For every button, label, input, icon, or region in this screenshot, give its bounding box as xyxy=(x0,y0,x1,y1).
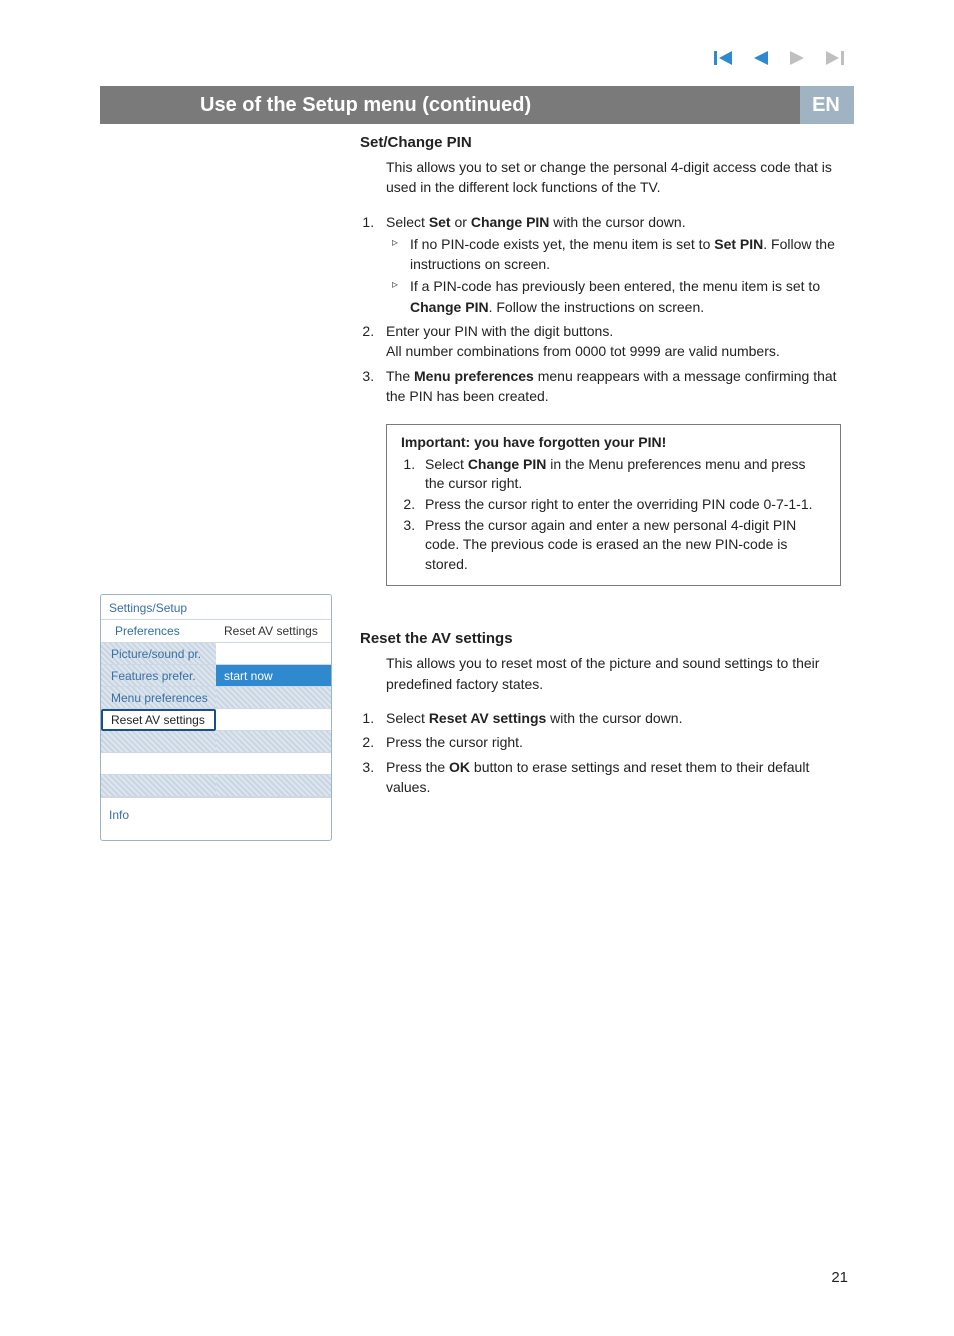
osd-menu: Settings/Setup Preferences Reset AV sett… xyxy=(100,594,332,841)
list-item: If no PIN-code exists yet, the menu item… xyxy=(392,234,850,275)
text: or xyxy=(451,214,471,230)
text-bold: Change PIN xyxy=(468,456,547,472)
osd-col-right-header: Reset AV settings xyxy=(216,620,331,643)
skip-start-icon[interactable] xyxy=(714,50,734,66)
section-intro-pin: This allows you to set or change the per… xyxy=(386,157,850,198)
list-item: Press the cursor right to enter the over… xyxy=(419,495,826,515)
text-bold: Menu preferences xyxy=(414,368,534,384)
osd-item-start-now[interactable]: start now xyxy=(216,665,331,687)
list-item: Select Set or Change PIN with the cursor… xyxy=(378,212,850,317)
text: If no PIN-code exists yet, the menu item… xyxy=(410,236,714,252)
next-icon[interactable] xyxy=(788,50,806,66)
osd-item-menu-preferences[interactable]: Menu preferences xyxy=(101,687,216,709)
list-item: If a PIN-code has previously been entere… xyxy=(392,276,850,317)
skip-end-icon[interactable] xyxy=(824,50,844,66)
text-bold: Change PIN xyxy=(471,214,550,230)
text: Press the xyxy=(386,759,449,775)
prev-icon[interactable] xyxy=(752,50,770,66)
text: The xyxy=(386,368,414,384)
osd-cell xyxy=(101,731,216,753)
list-item: Press the OK button to erase settings an… xyxy=(378,757,850,798)
osd-breadcrumb: Settings/Setup xyxy=(101,595,331,620)
osd-item-picture-sound[interactable]: Picture/sound pr. xyxy=(101,643,216,665)
list-item: Select Change PIN in the Menu preference… xyxy=(419,455,826,494)
text-bold: Reset AV settings xyxy=(429,710,546,726)
pin-steps-list: Select Set or Change PIN with the cursor… xyxy=(378,212,850,407)
list-item: Select Reset AV settings with the cursor… xyxy=(378,708,850,728)
osd-info-label: Info xyxy=(101,797,331,840)
text: If a PIN-code has previously been entere… xyxy=(410,278,820,294)
list-item: Enter your PIN with the digit buttons. A… xyxy=(378,321,850,362)
text-bold: OK xyxy=(449,759,470,775)
osd-cell xyxy=(216,709,331,731)
page-number: 21 xyxy=(831,1269,848,1286)
osd-cell xyxy=(101,775,216,797)
section-intro-reset: This allows you to reset most of the pic… xyxy=(386,653,850,694)
reset-steps-list: Select Reset AV settings with the cursor… xyxy=(378,708,850,797)
text: Select xyxy=(386,214,429,230)
list-item: Press the cursor right. xyxy=(378,732,850,752)
text-bold: Set PIN xyxy=(714,236,763,252)
language-badge: EN xyxy=(798,86,854,124)
text: Select xyxy=(425,456,468,472)
osd-cell xyxy=(216,731,331,753)
osd-item-reset-av[interactable]: Reset AV settings xyxy=(101,709,216,731)
text: with the cursor down. xyxy=(546,710,682,726)
osd-col-left-header: Preferences xyxy=(101,620,216,643)
text: . Follow the instructions on screen. xyxy=(489,299,705,315)
section-heading-reset: Reset the AV settings xyxy=(360,630,850,647)
page-nav xyxy=(714,50,844,66)
text-bold: Set xyxy=(429,214,451,230)
important-box: Important: you have forgotten your PIN! … xyxy=(386,424,841,586)
list-item: Press the cursor again and enter a new p… xyxy=(419,516,826,575)
osd-item-features[interactable]: Features prefer. xyxy=(101,665,216,687)
page-title: Use of the Setup menu (continued) xyxy=(100,86,800,124)
osd-cell xyxy=(216,753,331,775)
text-bold: Change PIN xyxy=(410,299,489,315)
osd-cell xyxy=(216,687,331,709)
list-item: The Menu preferences menu reappears with… xyxy=(378,366,850,407)
osd-cell xyxy=(101,753,216,775)
text: All number combinations from 0000 tot 99… xyxy=(386,343,780,359)
text: with the cursor down. xyxy=(549,214,685,230)
important-title: Important: you have forgotten your PIN! xyxy=(401,433,826,453)
section-heading-pin: Set/Change PIN xyxy=(360,134,850,151)
osd-cell xyxy=(216,775,331,797)
osd-cell xyxy=(216,643,331,665)
text: Select xyxy=(386,710,429,726)
text: Enter your PIN with the digit buttons. xyxy=(386,323,613,339)
